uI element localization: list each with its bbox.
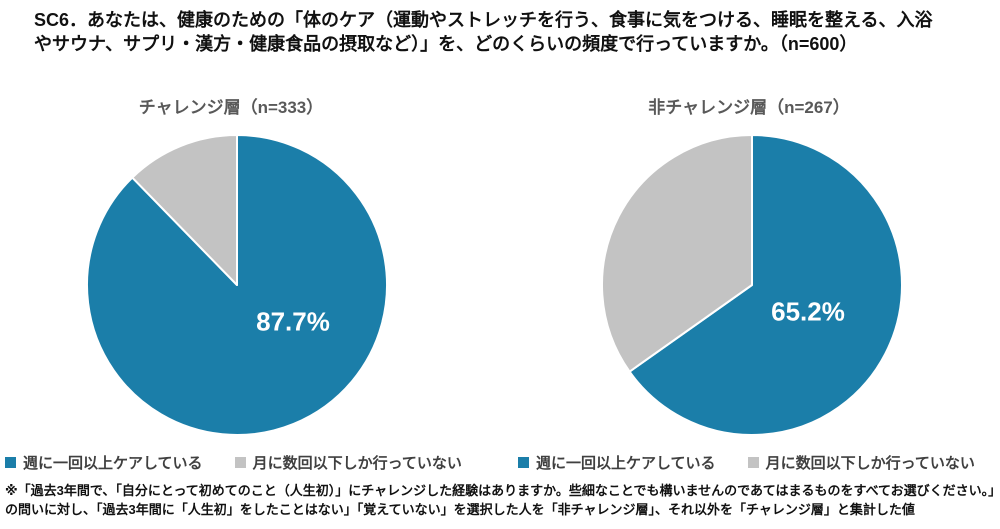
question-title: SC6．あなたは、健康のための「体のケア（運動やストレッチを行う、食事に気をつけ… [34, 10, 933, 54]
legend-challenge: 週に一回以上ケアしている 月に数回以下しか行っていない [5, 452, 462, 473]
footnote: ※「過去3年間で、「自分にとって初めてのこと（人生初）」にチャレンジした経験はあ… [5, 483, 995, 517]
legend-swatch-blue-icon [518, 457, 529, 468]
data-label-non-challenge: 65.2% [771, 296, 845, 327]
legend-swatch-gray-icon [234, 457, 246, 468]
pie-slice-1 [131, 134, 238, 286]
legend-label-weekly-care: 週に一回以上ケアしている [23, 455, 203, 472]
legend-label-monthly-or-less: 月に数回以下しか行っていない [252, 455, 462, 472]
legend-item-monthly-or-less: 月に数回以下しか行っていない [234, 452, 462, 473]
legend-item-weekly-care: 週に一回以上ケアしている [5, 452, 203, 473]
chart-title-non-challenge: 非チャレンジ層（n=267） [648, 98, 850, 117]
pie-chart-challenge [86, 134, 389, 436]
legend-item-monthly-or-less: 月に数回以下しか行っていない [747, 452, 975, 473]
pie-slice-1 [601, 134, 753, 373]
legend-swatch-gray-icon [747, 457, 759, 468]
pie-chart-non-challenge [601, 134, 903, 436]
legend-label-monthly-or-less: 月に数回以下しか行っていない [765, 455, 975, 472]
legend-swatch-blue-icon [5, 457, 16, 468]
pie-slice-0 [628, 134, 903, 436]
chart-title-challenge: チャレンジ層（n=333） [138, 98, 324, 117]
data-label-challenge: 87.7% [256, 306, 330, 337]
legend-non-challenge: 週に一回以上ケアしている 月に数回以下しか行っていない [518, 452, 975, 473]
legend-label-weekly-care: 週に一回以上ケアしている [536, 455, 716, 472]
legend-item-weekly-care: 週に一回以上ケアしている [518, 452, 716, 473]
